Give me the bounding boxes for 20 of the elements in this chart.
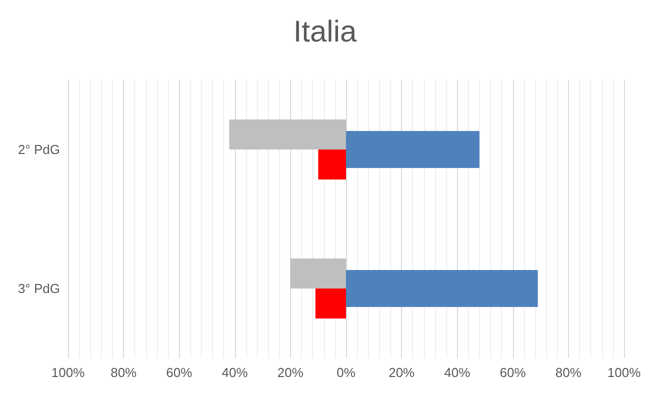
x-tick-label: 100% <box>607 365 642 380</box>
x-tick-label: 80% <box>555 365 582 380</box>
y-tick-label: 2° PdG <box>18 142 60 157</box>
bar <box>315 288 346 318</box>
x-tick-label: 40% <box>444 365 471 380</box>
chart-title: Italia <box>293 16 357 48</box>
bar <box>290 258 346 288</box>
x-tick-label: 0% <box>336 365 356 380</box>
x-tick-label: 60% <box>500 365 526 380</box>
bar <box>346 131 480 168</box>
x-tick-label: 80% <box>110 365 138 380</box>
bar <box>229 120 346 150</box>
bar <box>318 150 346 180</box>
x-tick-label: 20% <box>388 365 416 380</box>
x-tick-label: 40% <box>222 365 248 380</box>
x-tick-label: 60% <box>166 365 193 380</box>
y-tick-label: 3° PdG <box>18 281 60 296</box>
x-tick-label: 20% <box>277 365 304 380</box>
x-tick-label: 100% <box>51 365 86 380</box>
bar <box>346 270 538 307</box>
